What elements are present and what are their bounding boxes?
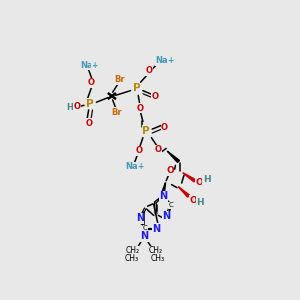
Polygon shape <box>178 187 190 197</box>
Polygon shape <box>183 173 196 182</box>
Text: +: + <box>92 61 98 70</box>
Text: N: N <box>136 214 144 224</box>
Text: P: P <box>133 83 140 93</box>
Text: N: N <box>159 191 167 201</box>
Text: P: P <box>86 99 94 109</box>
Text: N: N <box>152 224 160 233</box>
Text: O: O <box>166 166 174 175</box>
Text: CH₂: CH₂ <box>126 246 140 255</box>
Text: CH₃: CH₃ <box>151 254 165 263</box>
Text: +: + <box>137 162 144 171</box>
Text: Br: Br <box>111 108 122 117</box>
Polygon shape <box>162 183 166 194</box>
Text: C: C <box>143 226 148 232</box>
Text: C: C <box>168 202 173 208</box>
Text: O: O <box>196 178 203 187</box>
Text: O: O <box>155 146 162 154</box>
Text: Br: Br <box>114 75 125 84</box>
Text: O: O <box>152 92 159 100</box>
Text: N: N <box>162 211 170 221</box>
Text: H: H <box>196 198 204 207</box>
Text: O: O <box>146 66 153 75</box>
Text: Na: Na <box>126 162 138 171</box>
Text: +: + <box>167 56 173 65</box>
Text: O: O <box>161 123 168 132</box>
Text: Na: Na <box>80 61 93 70</box>
Text: Na: Na <box>155 56 168 65</box>
Text: N: N <box>140 231 148 241</box>
Text: H: H <box>202 175 210 184</box>
Text: O: O <box>74 102 80 111</box>
Text: O: O <box>136 104 143 113</box>
Text: O: O <box>189 196 197 205</box>
Polygon shape <box>168 152 179 163</box>
Text: H: H <box>67 103 73 112</box>
Text: O: O <box>86 118 93 127</box>
Text: CH₃: CH₃ <box>124 254 138 263</box>
Text: CH₂: CH₂ <box>149 246 163 255</box>
Text: O: O <box>88 79 94 88</box>
Text: P: P <box>142 126 150 136</box>
Text: O: O <box>136 146 142 155</box>
